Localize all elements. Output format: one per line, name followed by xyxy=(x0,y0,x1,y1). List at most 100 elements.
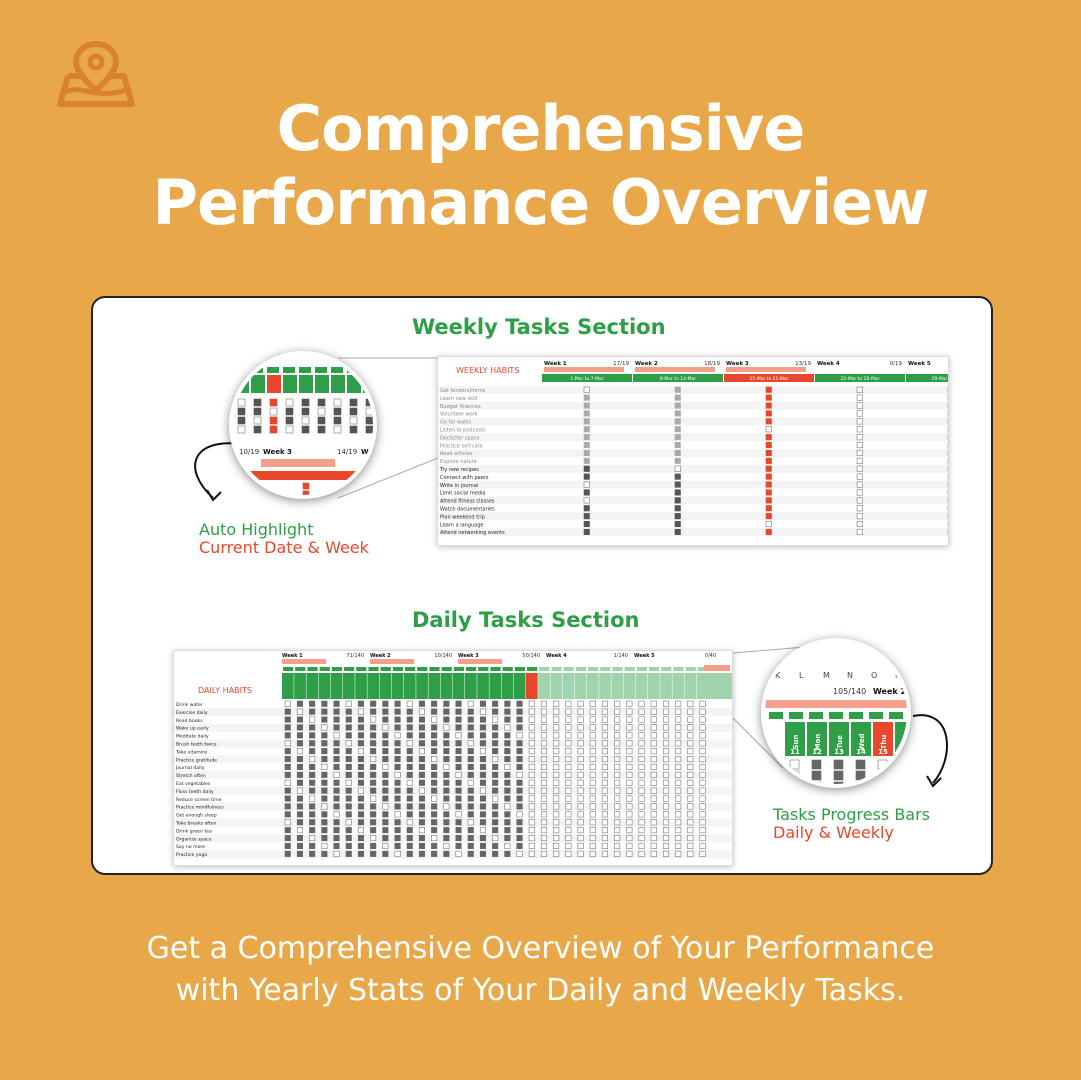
daily-habit-label: Say no more xyxy=(176,844,205,850)
checkbox xyxy=(467,724,474,731)
checkbox xyxy=(479,771,487,778)
mag-right-week-tick xyxy=(789,712,803,719)
checkbox xyxy=(418,803,425,810)
checkbox xyxy=(467,819,474,826)
checkbox xyxy=(856,489,863,496)
checkbox xyxy=(418,708,425,715)
mag-right-week-tick xyxy=(889,712,903,719)
checkbox xyxy=(626,756,633,763)
checkbox xyxy=(765,434,772,441)
checkbox xyxy=(589,811,596,818)
daily-habit-label: Stretch often xyxy=(176,773,206,779)
checkbox xyxy=(382,708,389,715)
checkbox xyxy=(516,842,523,849)
daily-day-header xyxy=(574,673,587,699)
checkbox xyxy=(237,425,246,434)
checkbox xyxy=(583,513,590,520)
mag-left-week-tick xyxy=(267,367,279,373)
checkbox xyxy=(650,771,657,778)
checkbox xyxy=(675,716,682,723)
mag-right-column-letter: P xyxy=(895,671,900,680)
checkbox xyxy=(296,835,303,842)
weekly-habit-label: Watch documentaries xyxy=(440,507,495,513)
checkbox xyxy=(553,756,560,763)
callout-right-line-1: Tasks Progress Bars xyxy=(773,805,931,824)
checkbox xyxy=(492,842,499,849)
checkbox xyxy=(370,827,377,834)
checkbox xyxy=(443,779,450,786)
checkbox xyxy=(406,795,413,802)
checkbox xyxy=(553,835,560,842)
checkbox xyxy=(528,787,535,794)
checkbox xyxy=(504,700,511,707)
checkbox xyxy=(284,787,291,794)
checkbox xyxy=(675,795,682,802)
checkbox xyxy=(309,803,316,810)
daily-week-tick xyxy=(392,667,403,671)
mag-left-progress-bar xyxy=(261,459,335,467)
checkbox xyxy=(675,763,682,770)
checkbox xyxy=(443,740,450,747)
checkbox xyxy=(638,716,645,723)
checkbox xyxy=(583,505,590,512)
checkbox xyxy=(674,449,681,456)
checkbox xyxy=(553,850,560,857)
checkbox xyxy=(443,724,450,731)
checkbox xyxy=(296,756,303,763)
daily-day-header xyxy=(672,673,685,699)
weekly-habit-label: Listen to podcasts xyxy=(440,428,486,434)
daily-week-tick xyxy=(661,667,672,671)
headline-line-2: Performance Overview xyxy=(152,166,930,239)
checkbox xyxy=(309,842,316,849)
checkbox xyxy=(626,850,633,857)
checkbox xyxy=(650,795,657,802)
checkbox xyxy=(321,827,328,834)
mag-right-day-date: 13 xyxy=(834,748,844,756)
daily-day-header xyxy=(428,673,441,699)
checkbox xyxy=(479,842,487,849)
checkbox xyxy=(394,835,401,842)
checkbox xyxy=(479,811,487,818)
checkbox xyxy=(394,763,401,770)
checkbox xyxy=(301,407,310,416)
checkbox xyxy=(601,787,609,794)
checkbox xyxy=(406,700,413,707)
checkbox xyxy=(583,426,590,433)
checkbox xyxy=(699,732,706,739)
weekly-habit-label: Attend networking events xyxy=(440,530,505,536)
magnifier-current-week: 10/19 Week 3 14/19 Week xyxy=(229,351,377,499)
checkbox xyxy=(614,827,621,834)
checkbox xyxy=(516,716,523,723)
daily-week-tick xyxy=(319,667,330,671)
checkbox xyxy=(443,835,450,842)
daily-week-tick xyxy=(405,667,416,671)
checkbox xyxy=(699,795,706,802)
checkbox xyxy=(455,811,462,818)
checkbox xyxy=(855,759,866,770)
daily-day-header xyxy=(587,673,599,699)
checkbox xyxy=(687,771,694,778)
checkbox xyxy=(662,771,670,778)
checkbox xyxy=(455,842,462,849)
checkbox xyxy=(284,740,291,747)
checkbox xyxy=(479,740,487,747)
daily-week-tick xyxy=(563,667,574,671)
checkbox xyxy=(650,803,657,810)
checkbox xyxy=(443,827,450,834)
weekly-week-score: 17/19 xyxy=(613,361,629,367)
checkbox xyxy=(553,763,560,770)
checkbox xyxy=(321,708,328,715)
checkbox xyxy=(504,827,511,834)
checkbox xyxy=(601,748,609,755)
checkbox xyxy=(431,724,438,731)
checkbox xyxy=(504,779,511,786)
checkbox xyxy=(492,827,499,834)
checkbox xyxy=(296,763,303,770)
checkbox xyxy=(357,803,364,810)
daily-week-tick xyxy=(685,667,696,671)
checkbox xyxy=(455,827,462,834)
checkbox xyxy=(321,795,328,802)
checkbox xyxy=(333,700,340,707)
checkbox xyxy=(492,795,499,802)
checkbox xyxy=(309,732,316,739)
